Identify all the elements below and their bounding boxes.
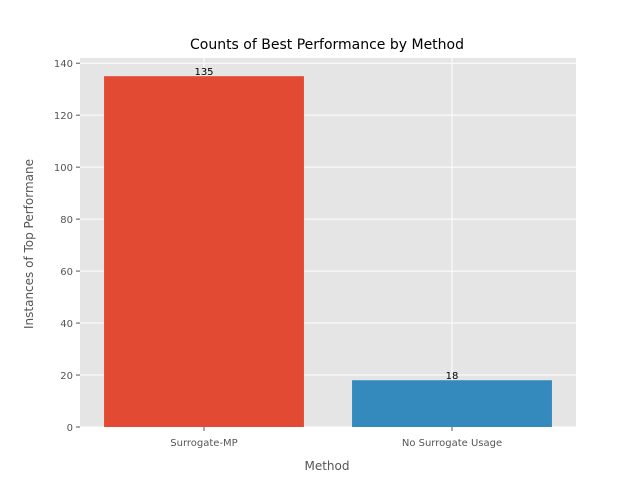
y-tick-label: 140 bbox=[54, 59, 73, 70]
y-axis-ticks: 0 20 40 60 80 100 120 140 bbox=[54, 59, 80, 434]
x-tick-label: Surrogate-MP bbox=[170, 438, 237, 449]
bars bbox=[104, 76, 552, 428]
y-tick-label: 120 bbox=[54, 111, 73, 122]
bar-value-label: 18 bbox=[446, 371, 459, 382]
chart-title: Counts of Best Performance by Method bbox=[190, 37, 464, 53]
x-axis-ticks: Surrogate-MP No Surrogate Usage bbox=[170, 427, 502, 449]
x-axis-label: Method bbox=[304, 459, 349, 473]
y-tick-label: 40 bbox=[60, 319, 73, 330]
bar bbox=[104, 76, 304, 428]
data-labels: 135 18 bbox=[194, 67, 458, 382]
y-tick-label: 0 bbox=[67, 423, 73, 434]
y-tick-label: 60 bbox=[60, 267, 73, 278]
y-tick-label: 20 bbox=[60, 371, 73, 382]
x-tick-label: No Surrogate Usage bbox=[402, 438, 502, 449]
y-tick-label: 100 bbox=[54, 163, 73, 174]
y-tick-label: 80 bbox=[60, 215, 73, 226]
bar bbox=[352, 380, 552, 427]
y-axis-label: Instances of Top Performane bbox=[22, 159, 36, 329]
bar-value-label: 135 bbox=[194, 67, 213, 78]
